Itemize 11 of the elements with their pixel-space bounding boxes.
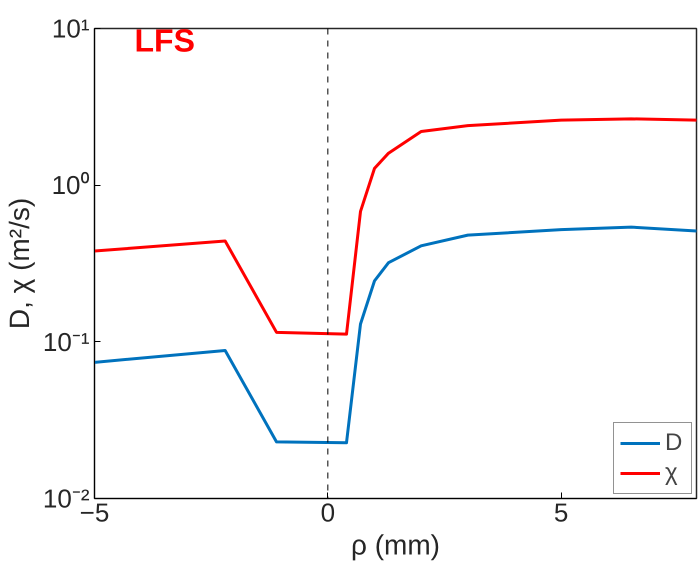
x-tick-label: 5 (554, 498, 568, 528)
x-axis-title: ρ (mm) (351, 530, 440, 560)
y-axis-title: D, χ (m²/s) (4, 198, 35, 330)
y-tick-label: 10¹ (52, 14, 90, 44)
legend-label: χ (665, 459, 679, 487)
legend-label: D (665, 429, 684, 457)
x-tick-label: 0 (320, 498, 336, 528)
y-tick-label: 10⁰ (52, 170, 90, 200)
y-tick-label: 10⁻¹ (42, 326, 90, 357)
annotation: LFS (134, 22, 195, 58)
line-series (94, 117, 696, 336)
